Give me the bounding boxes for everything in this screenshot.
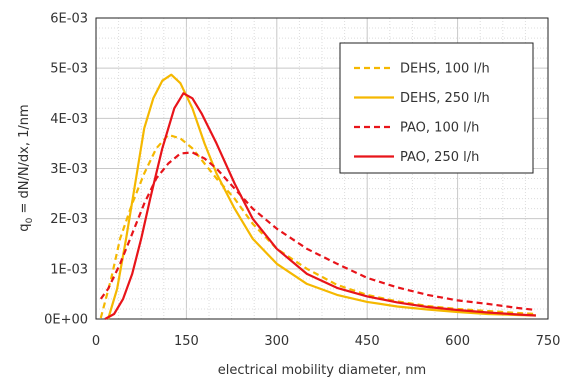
y-tick-label: 2E-03: [50, 212, 88, 227]
y-axis-label-main: q: [17, 223, 32, 231]
y-tick-label: 1E-03: [50, 262, 88, 277]
legend-box: [339, 42, 534, 174]
series-layer: [99, 73, 537, 320]
y-tick-label: 4E-03: [50, 112, 88, 127]
series-line-2: [107, 73, 536, 320]
legend-label: PAO, 100 l/h: [400, 121, 479, 136]
x-tick-label: 300: [264, 334, 289, 349]
x-axis-label: electrical mobility diameter, nm: [218, 363, 426, 378]
y-tick-label: 5E-03: [50, 62, 88, 77]
x-tick-label: 0: [92, 334, 100, 349]
legend: DEHS, 100 l/h DEHS, 250 l/h PAO, 100 l/h PA…: [339, 42, 534, 174]
series-line-4: [104, 92, 536, 320]
y-axis-label-subscript: 0: [25, 217, 35, 223]
x-tick-label: 600: [445, 334, 470, 349]
tick-labels: 0 150 300 450 600 750 0E+00 1E-03 2E-03 3E-03 4E-0…: [44, 12, 560, 350]
legend-label: PAO, 250 l/h: [400, 150, 479, 165]
x-tick-label: 150: [174, 334, 199, 349]
y-tick-label: 3E-03: [50, 162, 88, 177]
y-tick-label: 0E+00: [44, 313, 88, 328]
series-line-3: [99, 151, 537, 312]
y-axis-label-rest: = dN/N/dx, 1/nm: [17, 104, 32, 217]
legend-label: DEHS, 100 l/h: [400, 62, 490, 77]
y-axis-label: q0 = dN/N/dx, 1/nm: [17, 104, 35, 231]
legend-label: DEHS, 250 l/h: [400, 91, 490, 106]
y-tick-label: 6E-03: [50, 12, 88, 27]
plot-border: [95, 17, 549, 320]
x-tick-label: 450: [355, 334, 380, 349]
x-tick-label: 750: [536, 334, 561, 349]
